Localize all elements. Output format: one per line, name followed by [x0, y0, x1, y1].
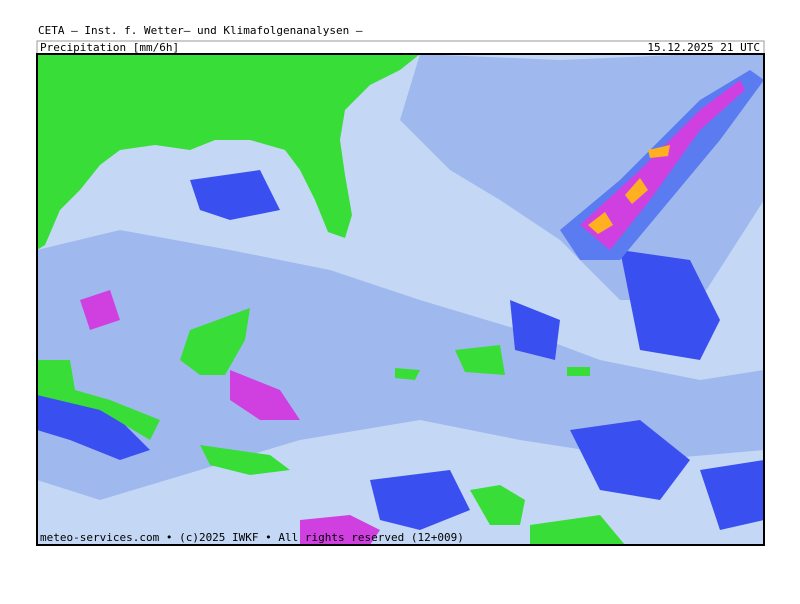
precip-core [580, 80, 745, 250]
central-america-land [200, 445, 290, 475]
yucatan-land [180, 308, 250, 375]
institute: CETA – Inst. f. Wetter– und Klimafolgena… [38, 24, 363, 37]
jamaica-land [395, 368, 420, 380]
colombia-land [470, 485, 525, 525]
precip-patch [700, 460, 764, 530]
precip-band [400, 54, 764, 300]
precip-intense [80, 80, 745, 545]
precip-patch [37, 395, 150, 460]
precip-core [300, 515, 380, 545]
precip-extreme [588, 145, 670, 234]
precip-patch [370, 470, 470, 530]
precip-patch [510, 300, 560, 360]
precip-patch [570, 420, 690, 500]
map-area: meteo-services.com • (c)2025 IWKF • All … [37, 54, 764, 545]
footer: meteo-services.com • (c)2025 IWKF • All … [40, 531, 464, 544]
usa-land [37, 54, 420, 250]
valid-time: 15.12.2025 21 UTC [647, 41, 760, 54]
precip-patch [190, 170, 280, 220]
puerto-rico-land [567, 367, 590, 376]
precip-patch [620, 250, 720, 360]
hispaniola-land [455, 345, 505, 375]
map-frame [36, 53, 765, 546]
land [37, 54, 625, 545]
precip-moderate [37, 170, 764, 530]
venezuela-land [530, 515, 625, 545]
precip-max [588, 212, 613, 234]
mexico-land [37, 360, 160, 440]
product: Precipitation [mm/6h] [40, 41, 179, 54]
precip-core [80, 290, 120, 330]
precip-max [648, 145, 670, 158]
precip-core [230, 370, 300, 420]
precip-max [625, 178, 648, 204]
